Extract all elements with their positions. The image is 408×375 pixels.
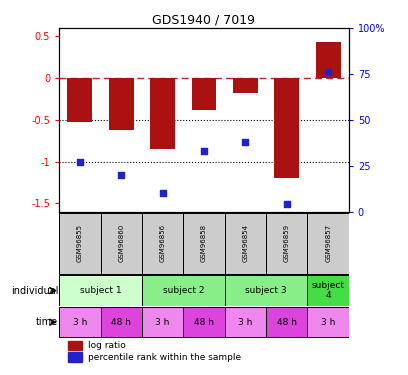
Bar (316, 42, 341, 78)
Text: GSM96860: GSM96860 (118, 224, 124, 262)
Bar (274, 78, 299, 178)
FancyBboxPatch shape (142, 213, 183, 273)
Point (284, 201, 290, 207)
FancyBboxPatch shape (183, 213, 225, 273)
FancyBboxPatch shape (308, 213, 349, 273)
FancyBboxPatch shape (225, 276, 308, 306)
Text: 48 h: 48 h (111, 318, 131, 327)
Text: GSM96859: GSM96859 (284, 224, 290, 262)
Text: subject 1: subject 1 (80, 286, 121, 295)
FancyBboxPatch shape (266, 307, 308, 337)
Text: 3 h: 3 h (321, 318, 335, 327)
Text: GSM96856: GSM96856 (160, 224, 166, 262)
Text: GSM96855: GSM96855 (77, 224, 83, 262)
Text: subject 3: subject 3 (245, 286, 287, 295)
Bar (68, 340, 82, 350)
Bar (109, 78, 134, 130)
FancyBboxPatch shape (100, 307, 142, 337)
Text: GSM96857: GSM96857 (325, 224, 331, 262)
FancyBboxPatch shape (59, 276, 142, 306)
FancyBboxPatch shape (59, 213, 100, 273)
FancyBboxPatch shape (59, 307, 100, 337)
Point (325, 69, 331, 75)
FancyBboxPatch shape (308, 276, 349, 306)
Text: 48 h: 48 h (277, 318, 297, 327)
Text: subject
4: subject 4 (312, 281, 345, 300)
FancyBboxPatch shape (183, 307, 225, 337)
Point (118, 172, 124, 178)
Text: GSM96854: GSM96854 (242, 224, 248, 262)
FancyBboxPatch shape (225, 213, 266, 273)
Text: GSM96858: GSM96858 (201, 224, 207, 262)
Text: percentile rank within the sample: percentile rank within the sample (88, 353, 241, 362)
FancyBboxPatch shape (308, 307, 349, 337)
FancyBboxPatch shape (142, 307, 183, 337)
Text: 3 h: 3 h (73, 318, 87, 327)
Point (242, 139, 248, 145)
FancyBboxPatch shape (266, 213, 308, 273)
Text: time: time (36, 317, 58, 327)
Text: 3 h: 3 h (238, 318, 253, 327)
Text: 48 h: 48 h (194, 318, 214, 327)
Text: subject 2: subject 2 (162, 286, 204, 295)
FancyBboxPatch shape (142, 276, 225, 306)
Bar (68, 352, 82, 362)
Point (160, 190, 166, 196)
Bar (192, 78, 216, 110)
FancyBboxPatch shape (225, 307, 266, 337)
Text: 3 h: 3 h (155, 318, 170, 327)
Point (77, 159, 83, 165)
Bar (150, 78, 175, 149)
Point (201, 148, 207, 154)
FancyBboxPatch shape (100, 213, 142, 273)
Text: log ratio: log ratio (88, 340, 126, 350)
Bar (67, 78, 92, 122)
Title: GDS1940 / 7019: GDS1940 / 7019 (153, 14, 255, 27)
Text: individual: individual (11, 286, 58, 296)
Bar (233, 78, 258, 93)
